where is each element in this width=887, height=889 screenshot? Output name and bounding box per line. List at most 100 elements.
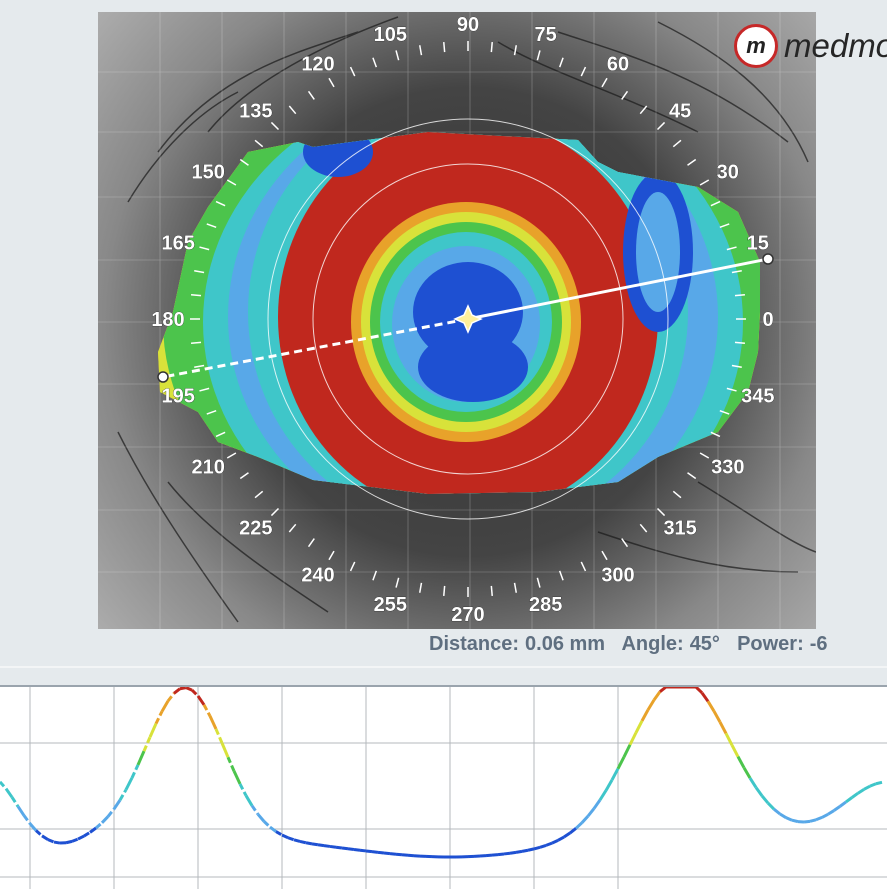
- profile-curve-segment: [600, 790, 606, 800]
- profile-curve-segment: [858, 789, 864, 793]
- profile-curve-segment: [270, 827, 276, 831]
- profile-curve-segment: [336, 847, 342, 848]
- brand-logo: m medmont: [734, 18, 887, 74]
- profile-curve-segment: [294, 840, 300, 842]
- profile-curve-segment: [96, 823, 102, 828]
- angle-label-315: 315: [663, 518, 696, 540]
- profile-curve-segment: [324, 846, 330, 847]
- profile-curve-segment: [36, 830, 42, 835]
- profile-curve-segment: [504, 853, 510, 854]
- profile-curve-segment: [186, 688, 192, 690]
- profile-curve-segment: [192, 690, 198, 696]
- profile-curve-segment: [288, 838, 294, 840]
- power-label: Power:: [737, 633, 804, 655]
- profile-curve-segment: [396, 854, 402, 855]
- profile-curve-segment: [174, 689, 180, 694]
- profile-curve-segment: [12, 797, 18, 806]
- angle-value: 45°: [690, 633, 720, 655]
- profile-curve-segment: [0, 782, 6, 789]
- profile-curve: [0, 687, 882, 857]
- profile-curve-segment: [834, 806, 840, 810]
- profile-curve-segment: [546, 843, 552, 845]
- profile-curve-segment: [300, 841, 306, 842]
- profile-curve-segment: [810, 820, 816, 822]
- profile-curve-segment: [54, 842, 60, 843]
- profile-curve-segment: [606, 780, 612, 790]
- angle-label-75: 75: [535, 24, 557, 46]
- measurement-handle-right[interactable]: [763, 254, 773, 264]
- profile-curve-segment: [594, 800, 600, 809]
- profile-curve-segment: [870, 784, 876, 786]
- angle-tick: [191, 342, 201, 343]
- angle-tick: [444, 42, 445, 52]
- profile-curve-segment: [516, 851, 522, 852]
- profile-curve-segment: [156, 711, 162, 723]
- profile-curve-segment: [348, 849, 354, 850]
- profile-curve-segment: [144, 737, 150, 751]
- profile-curve-segment: [660, 687, 666, 692]
- angle-tick: [735, 342, 745, 343]
- profile-curve-segment: [276, 832, 282, 835]
- profile-chart-panel[interactable]: [0, 685, 887, 889]
- profile-curve-segment: [528, 849, 534, 850]
- profile-curve-segment: [744, 768, 750, 778]
- profile-grid: [0, 687, 887, 889]
- profile-curve-segment: [126, 778, 132, 790]
- profile-curve-segment: [540, 845, 546, 847]
- profile-curve-segment: [576, 823, 582, 829]
- profile-curve-segment: [558, 837, 564, 840]
- measurement-handle-left[interactable]: [158, 372, 168, 382]
- profile-curve-segment: [492, 855, 498, 856]
- profile-curve-segment: [846, 797, 852, 801]
- profile-curve-segment: [654, 692, 660, 700]
- profile-curve-segment: [864, 786, 870, 789]
- profile-curve-segment: [150, 724, 156, 738]
- profile-curve-segment: [588, 809, 594, 817]
- angle-label-285: 285: [529, 594, 562, 616]
- profile-chart[interactable]: [0, 687, 887, 889]
- profile-curve-segment: [42, 836, 48, 840]
- profile-curve-segment: [366, 851, 372, 852]
- profile-curve-segment: [648, 700, 654, 710]
- profile-curve-segment: [804, 821, 810, 822]
- profile-curve-segment: [18, 806, 24, 815]
- angle-label-105: 105: [374, 24, 407, 46]
- profile-curve-segment: [522, 850, 528, 851]
- profile-curve-segment: [282, 835, 288, 838]
- profile-curve-segment: [24, 816, 30, 824]
- profile-curve-segment: [102, 817, 108, 823]
- topography-svg[interactable]: 0153045607590105120135150165180195210225…: [98, 12, 816, 629]
- angle-label-90: 90: [457, 14, 479, 36]
- profile-curve-segment: [642, 710, 648, 721]
- angle-label-30: 30: [717, 162, 739, 184]
- angle-label-0: 0: [762, 309, 773, 331]
- angle-label-345: 345: [741, 385, 774, 407]
- profile-curve-segment: [66, 841, 72, 842]
- profile-curve-segment: [612, 769, 618, 780]
- profile-curve-segment: [318, 845, 324, 846]
- profile-curve-segment: [738, 757, 744, 768]
- angle-label-255: 255: [374, 594, 407, 616]
- profile-curve-segment: [360, 850, 366, 851]
- profile-curve-segment: [342, 848, 348, 849]
- angle-label-330: 330: [711, 457, 744, 479]
- angle-label-210: 210: [192, 457, 225, 479]
- angle-tick: [191, 295, 201, 296]
- profile-curve-segment: [498, 854, 504, 855]
- profile-curve-segment: [354, 849, 360, 850]
- profile-curve-segment: [720, 722, 726, 733]
- profile-curve-segment: [780, 814, 786, 818]
- profile-curve-segment: [138, 751, 144, 765]
- profile-curve-segment: [564, 833, 570, 837]
- profile-curve-segment: [816, 817, 822, 819]
- angle-tick: [491, 586, 492, 596]
- logo-text: medmont: [784, 27, 887, 65]
- profile-curve-segment: [762, 796, 768, 803]
- angle-label-225: 225: [239, 518, 272, 540]
- angle-tick: [735, 295, 745, 296]
- profile-curve-segment: [696, 687, 702, 693]
- profile-curve-segment: [534, 847, 540, 849]
- profile-curve-segment: [78, 836, 84, 839]
- profile-curve-segment: [162, 701, 168, 711]
